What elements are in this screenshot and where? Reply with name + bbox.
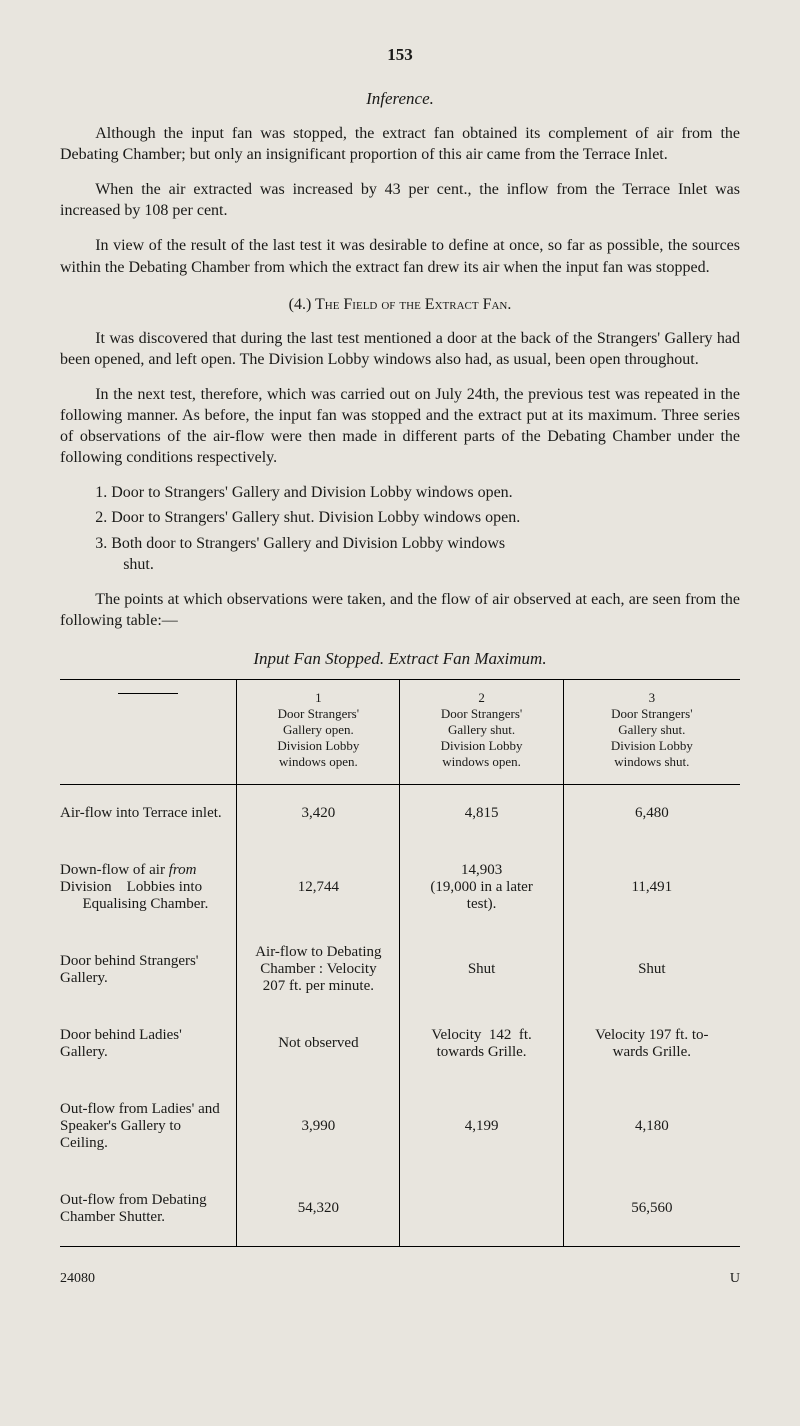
row-cell: 4,180 bbox=[563, 1081, 740, 1172]
row-cell: 54,320 bbox=[237, 1172, 400, 1247]
list-item-3: 3. Both door to Strangers' Gallery and D… bbox=[60, 533, 740, 575]
row-cell: 14,903(19,000 in a latertest). bbox=[400, 842, 563, 933]
row-label: Door behind Ladies' Gallery. bbox=[60, 1007, 237, 1081]
row-label: Door behind Strangers' Gallery. bbox=[60, 933, 237, 1007]
row-cell: Shut bbox=[400, 933, 563, 1007]
row-cell: Not observed bbox=[237, 1007, 400, 1081]
row-label: Out-flow from Debating Chamber Shutter. bbox=[60, 1172, 237, 1247]
row-cell: Velocity 197 ft. to-wards Grille. bbox=[563, 1007, 740, 1081]
row-cell: Air-flow to DebatingChamber : Velocity20… bbox=[237, 933, 400, 1007]
row-cell bbox=[400, 1172, 563, 1247]
list-item-2: 2. Door to Strangers' Gallery shut. Divi… bbox=[60, 507, 740, 528]
inference-heading: Inference. bbox=[60, 89, 740, 109]
table-row: Down-flow of air from Division Lobbies i… bbox=[60, 842, 740, 933]
table-header-row: 1Door Strangers'Gallery open.Division Lo… bbox=[60, 679, 740, 784]
row-cell: 56,560 bbox=[563, 1172, 740, 1247]
paragraph-6: The points at which observations were ta… bbox=[60, 589, 740, 631]
header-blank bbox=[60, 679, 237, 784]
paragraph-4: It was discovered that during the last t… bbox=[60, 328, 740, 370]
table-row: Out-flow from Ladies' and Speaker's Gall… bbox=[60, 1081, 740, 1172]
row-cell: 4,199 bbox=[400, 1081, 563, 1172]
header-col-3: 3Door Strangers'Gallery shut.Division Lo… bbox=[563, 679, 740, 784]
row-cell: 6,480 bbox=[563, 784, 740, 842]
row-cell: Velocity 142 ft.towards Grille. bbox=[400, 1007, 563, 1081]
section-heading: (4.) The Field of the Extract Fan. bbox=[60, 296, 740, 314]
paragraph-5: In the next test, therefore, which was c… bbox=[60, 384, 740, 468]
page-number: 153 bbox=[60, 45, 740, 65]
page-footer: 24080 U bbox=[60, 1271, 740, 1287]
header-col-2: 2Door Strangers'Gallery shut.Division Lo… bbox=[400, 679, 563, 784]
paragraph-1: Although the input fan was stopped, the … bbox=[60, 123, 740, 165]
row-label: Down-flow of air from Division Lobbies i… bbox=[60, 842, 237, 933]
row-cell: 3,990 bbox=[237, 1081, 400, 1172]
row-label: Out-flow from Ladies' and Speaker's Gall… bbox=[60, 1081, 237, 1172]
table-row: Door behind Ladies' Gallery. Not observe… bbox=[60, 1007, 740, 1081]
row-label: Air-flow into Terrace inlet. bbox=[60, 784, 237, 842]
footer-right: U bbox=[730, 1271, 740, 1287]
table-row: Out-flow from Debating Chamber Shutter. … bbox=[60, 1172, 740, 1247]
table-row: Door behind Strangers' Gallery. Air-flow… bbox=[60, 933, 740, 1007]
row-cell: 12,744 bbox=[237, 842, 400, 933]
header-col-1: 1Door Strangers'Gallery open.Division Lo… bbox=[237, 679, 400, 784]
data-table: 1Door Strangers'Gallery open.Division Lo… bbox=[60, 679, 740, 1247]
table-row: Air-flow into Terrace inlet. 3,420 4,815… bbox=[60, 784, 740, 842]
row-cell: 3,420 bbox=[237, 784, 400, 842]
row-cell: Shut bbox=[563, 933, 740, 1007]
row-cell: 4,815 bbox=[400, 784, 563, 842]
paragraph-2: When the air extracted was increased by … bbox=[60, 179, 740, 221]
table-title: Input Fan Stopped. Extract Fan Maximum. bbox=[60, 649, 740, 669]
row-cell: 11,491 bbox=[563, 842, 740, 933]
footer-left: 24080 bbox=[60, 1271, 95, 1287]
list-item-1: 1. Door to Strangers' Gallery and Divisi… bbox=[60, 482, 740, 503]
paragraph-3: In view of the result of the last test i… bbox=[60, 235, 740, 277]
condition-list: 1. Door to Strangers' Gallery and Divisi… bbox=[60, 482, 740, 574]
